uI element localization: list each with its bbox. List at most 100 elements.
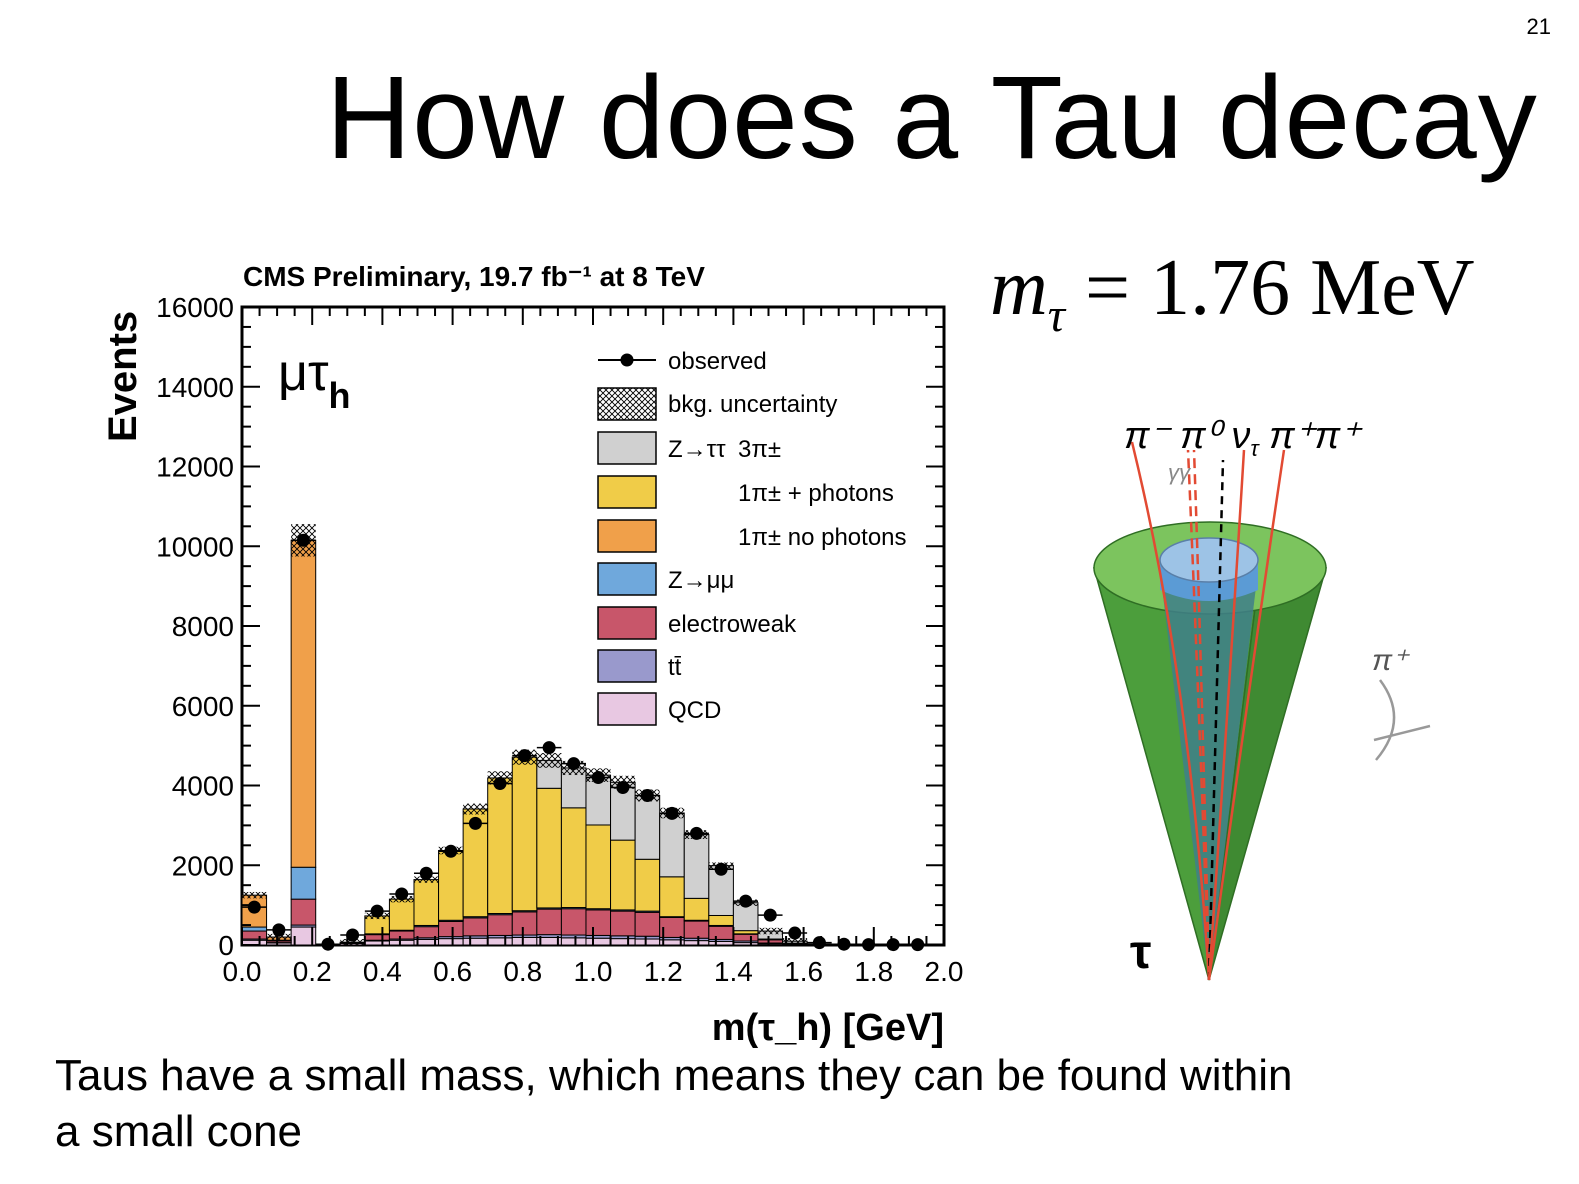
- bar-5-16: [635, 859, 660, 911]
- bar-0-14: [586, 938, 611, 945]
- bar-0-11: [512, 937, 537, 945]
- bar-5-11: [512, 757, 537, 911]
- xtick-label: 1.4: [714, 956, 753, 987]
- observed-point-3: [321, 938, 334, 951]
- decay-products-label: π⁻ π⁰ ντ π⁺π⁺: [1124, 415, 1363, 461]
- ytick-label: 14000: [156, 372, 234, 403]
- legend-label-4: 1π± no photons: [738, 524, 907, 551]
- legend-swatch-4: [598, 520, 656, 552]
- legend-observed-label: observed: [668, 348, 767, 375]
- observed-point-1: [272, 923, 285, 936]
- xtick-label: 0.8: [503, 956, 542, 987]
- bar-2-6: [389, 931, 414, 939]
- uncertainty-21: [758, 928, 783, 934]
- y-axis-label: Events: [101, 311, 145, 442]
- bar-2-11: [512, 912, 537, 935]
- legend-swatch-2: [598, 607, 656, 639]
- observed-point-6: [395, 887, 408, 900]
- bar-4-2: [291, 540, 316, 867]
- observed-point-27: [911, 938, 924, 951]
- legend-uncertainty-box: [598, 388, 656, 420]
- xtick-label: 1.8: [854, 956, 893, 987]
- formula-symbol: m: [990, 244, 1048, 332]
- side-pion-sketch: [1374, 680, 1430, 760]
- ytick-label: 10000: [156, 531, 234, 562]
- bar-2-14: [586, 910, 611, 936]
- bar-2-9: [463, 918, 488, 936]
- bar-6-16: [635, 795, 660, 859]
- legend-label-1: tt̄: [668, 654, 682, 681]
- bar-0-6: [389, 940, 414, 945]
- xtick-label: 1.2: [644, 956, 683, 987]
- observed-point-17: [665, 807, 678, 820]
- legend-uncertainty-label: bkg. uncertainty: [668, 391, 837, 418]
- observed-point-2: [297, 534, 310, 547]
- xtick-label: 1.0: [574, 956, 613, 987]
- gamma-gamma-label: γγ: [1168, 460, 1192, 485]
- channel-label: μτh: [278, 344, 351, 416]
- tau-decay-cone-diagram: τ π⁻ π⁰ ντ π⁺π⁺ γγ π⁺: [1080, 380, 1460, 1000]
- bar-0-9: [463, 938, 488, 945]
- observed-point-19: [715, 863, 728, 876]
- observed-point-7: [420, 867, 433, 880]
- ytick-label: 8000: [172, 611, 234, 642]
- bar-2-20: [733, 934, 758, 941]
- mass-histogram-chart: CMS Preliminary, 19.7 fb⁻¹ at 8 TeV 0.0 0…: [0, 240, 990, 1060]
- uncertainty-12: [537, 753, 562, 768]
- bar-6-18: [684, 835, 709, 899]
- bar-2-13: [561, 909, 586, 935]
- bar-5-14: [586, 825, 611, 909]
- ytick-label: 2000: [172, 850, 234, 881]
- bar-0-8: [439, 939, 464, 945]
- bar-0-5: [365, 941, 390, 945]
- bar-5-6: [389, 899, 414, 930]
- observed-point-16: [641, 789, 654, 802]
- legend-swatch-3: [598, 563, 656, 595]
- observed-point-9: [469, 817, 482, 830]
- bar-2-16: [635, 912, 660, 936]
- bar-5-7: [414, 880, 439, 926]
- observed-point-8: [444, 845, 457, 858]
- bar-0-13: [561, 938, 586, 945]
- legend-swatch-5: [598, 476, 656, 508]
- bar-2-5: [365, 935, 390, 941]
- bar-5-19: [709, 915, 734, 925]
- observed-point-26: [887, 938, 900, 951]
- tau-mass-formula: mτ = 1.76 MeV: [990, 243, 1475, 343]
- xtick-label: 0.2: [293, 956, 332, 987]
- bar-6-17: [660, 813, 685, 877]
- bar-2-19: [709, 926, 734, 939]
- bar-5-8: [439, 850, 464, 920]
- bar-0-15: [611, 939, 636, 945]
- xtick-label: 0.6: [433, 956, 472, 987]
- x-axis-label: m(τ_h) [GeV]: [712, 1007, 944, 1049]
- ytick-label: 0: [218, 930, 234, 961]
- legend-label-0: QCD: [668, 697, 721, 724]
- bar-5-17: [660, 877, 685, 917]
- bar-5-12: [537, 788, 562, 908]
- xtick-label: 2.0: [925, 956, 964, 987]
- bar-5-13: [561, 808, 586, 908]
- ytick-label: 16000: [156, 292, 234, 323]
- uncertainty-9: [463, 804, 488, 815]
- chart-title: CMS Preliminary, 19.7 fb⁻¹ at 8 TeV: [243, 261, 705, 292]
- observed-point-0: [248, 901, 261, 914]
- inner-cone-top: [1160, 538, 1258, 582]
- observed-point-15: [616, 781, 629, 794]
- bar-2-2: [291, 899, 316, 925]
- bar-2-12: [537, 909, 562, 935]
- channel-label-main: μτ: [278, 344, 329, 402]
- bar-2-18: [684, 921, 709, 938]
- channel-label-sub: h: [329, 375, 351, 416]
- observed-point-21: [764, 909, 777, 922]
- bar-2-15: [611, 911, 636, 936]
- observed-point-10: [493, 777, 506, 790]
- slide-caption: Taus have a small mass, which means they…: [55, 1048, 1315, 1160]
- bar-3-0: [242, 927, 267, 931]
- legend-label-5: 1π± + photons: [738, 480, 894, 507]
- bar-3-2: [291, 867, 316, 899]
- bar-0-18: [684, 941, 709, 945]
- legend-swatch-1: [598, 650, 656, 682]
- formula-value: = 1.76 MeV: [1065, 244, 1475, 332]
- bar-0-19: [709, 941, 734, 945]
